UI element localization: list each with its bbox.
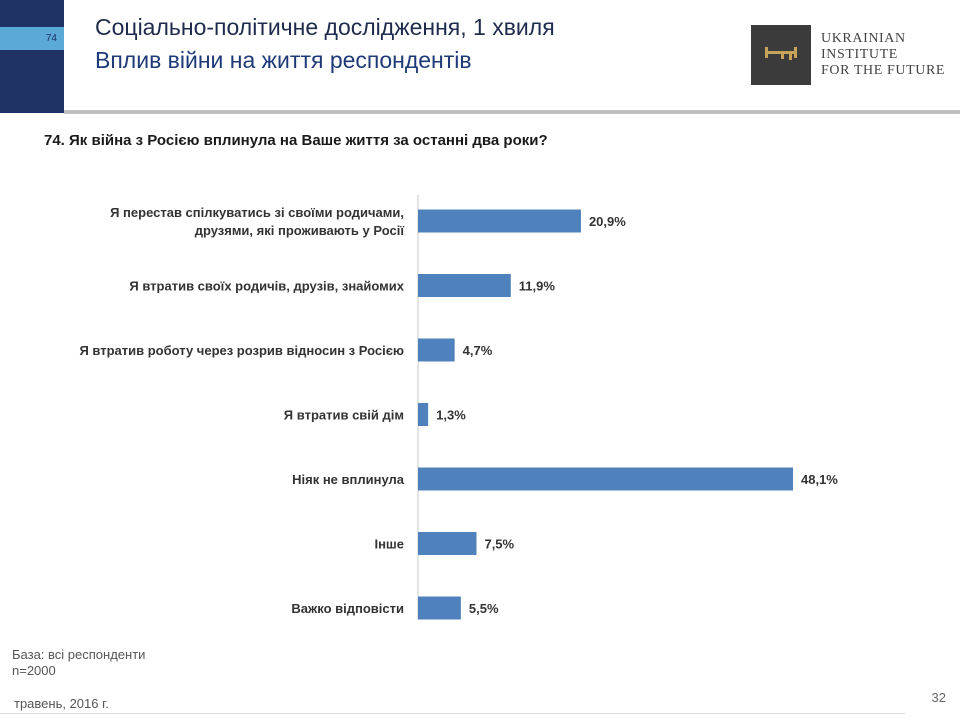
page-subtitle: Вплив війни на життя респондентів xyxy=(95,47,472,73)
value-label: 5,5% xyxy=(469,601,499,616)
category-label-line: Я втратив своїх родичів, друзів, знайоми… xyxy=(129,279,404,294)
category-label-line: Ніяк не вплинула xyxy=(292,472,405,487)
value-label: 1,3% xyxy=(436,408,466,423)
question-text: 74. Як війна з Росією вплинула на Ваше ж… xyxy=(44,132,548,149)
bar xyxy=(418,467,793,491)
left-accent-strip xyxy=(0,0,64,113)
sample-size: n=2000 xyxy=(12,663,56,678)
bar xyxy=(418,532,477,555)
logo-line: for the Future xyxy=(821,63,946,78)
page-number: 32 xyxy=(931,690,946,705)
value-label: 7,5% xyxy=(484,537,514,552)
logo-line: Ukrainian xyxy=(821,31,906,46)
bar xyxy=(418,209,581,233)
category-label: Інше xyxy=(374,537,404,552)
logo-line: Institute xyxy=(821,47,898,62)
category-label: Важко відповісти xyxy=(291,601,404,616)
category-label: Я втратив роботу через розрив відносин з… xyxy=(79,343,404,358)
bar xyxy=(418,403,429,426)
header-divider xyxy=(64,110,960,114)
category-label: Я втратив свій дім xyxy=(284,408,404,423)
bar xyxy=(418,338,455,362)
base-note: База: всі респонденти n=2000 xyxy=(12,647,145,679)
value-label: 4,7% xyxy=(463,343,493,358)
category-label: Ніяк не вплинула xyxy=(292,472,405,487)
bar xyxy=(418,596,461,620)
logo-text: Ukrainian Institute for the Future xyxy=(821,31,945,79)
institute-logo: Ukrainian Institute for the Future xyxy=(751,25,946,85)
key-icon xyxy=(765,47,797,60)
category-label-line: Я втратив свій дім xyxy=(284,408,404,423)
category-label: Я перестав спілкуватись зі своїми родича… xyxy=(110,205,404,238)
category-label-line: друзями, які проживають у Росії xyxy=(195,223,405,238)
bar xyxy=(418,274,511,297)
footer-divider xyxy=(0,713,905,714)
logo-box xyxy=(751,25,811,85)
value-label: 20,9% xyxy=(589,214,626,229)
category-label-line: Важко відповісти xyxy=(291,601,404,616)
base-respondents: База: всі респонденти xyxy=(12,647,146,662)
bar-chart: 20,9% Я перестав спілкуватись зі своїми р… xyxy=(79,195,838,620)
category-label-line: Я перестав спілкуватись зі своїми родича… xyxy=(110,205,404,220)
slide-badge: 74 xyxy=(0,27,64,50)
category-label-line: Інше xyxy=(374,537,404,552)
value-label: 48,1% xyxy=(801,472,838,487)
page-title: Соціально-політичне дослідження, 1 хвиля xyxy=(95,14,555,40)
value-label: 11,9% xyxy=(519,279,556,294)
category-label: Я втратив своїх родичів, друзів, знайоми… xyxy=(129,279,404,294)
survey-date: травень, 2016 г. xyxy=(14,696,109,711)
category-label-line: Я втратив роботу через розрив відносин з… xyxy=(79,343,404,358)
